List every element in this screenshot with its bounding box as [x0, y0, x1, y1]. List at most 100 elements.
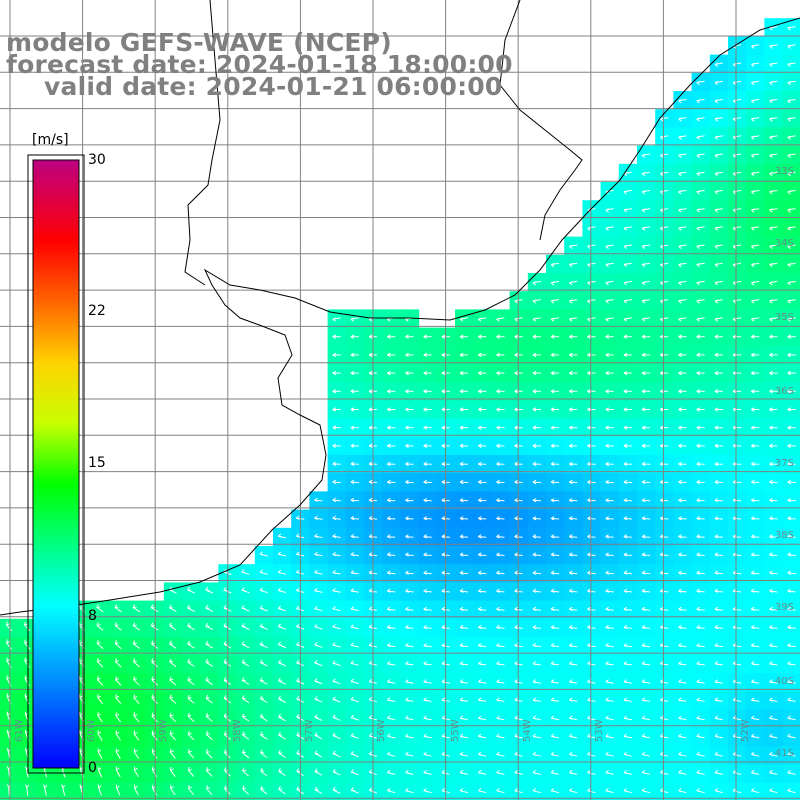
wind-arrow — [423, 751, 432, 757]
wind-arrow — [569, 516, 578, 521]
wind-arrow — [405, 788, 414, 794]
wind-arrow — [714, 588, 723, 593]
wind-arrow — [751, 661, 760, 666]
wind-arrow — [696, 117, 705, 122]
wind-arrow — [696, 606, 705, 611]
wind-arrow — [260, 749, 268, 759]
wind-arrow — [641, 171, 651, 177]
wind-arrow — [459, 715, 469, 721]
wind-arrow — [532, 624, 541, 630]
wind-arrow — [605, 624, 614, 630]
wind-arrow — [769, 80, 778, 86]
wind-arrow — [605, 407, 614, 412]
wind-arrow — [478, 661, 487, 666]
wind-arrow — [678, 479, 687, 485]
wind-arrow — [387, 606, 396, 611]
wind-arrow — [678, 317, 687, 322]
wind-arrow — [550, 299, 560, 304]
wind-arrow — [787, 661, 796, 666]
wind-arrow — [350, 515, 359, 521]
wind-arrow — [259, 677, 268, 685]
wind-arrow — [678, 262, 687, 268]
wind-arrow — [696, 370, 705, 376]
wind-arrow — [405, 479, 414, 485]
coastline-path — [0, 17, 800, 616]
wind-arrow — [314, 605, 323, 612]
wind-arrow — [623, 299, 632, 304]
wind-arrow — [605, 389, 614, 394]
wind-arrow — [387, 370, 396, 376]
wind-arrow — [605, 606, 614, 611]
wind-arrow — [496, 334, 505, 339]
lon-label: 52W — [740, 719, 751, 742]
wind-arrow — [569, 498, 578, 503]
wind-arrow — [5, 621, 13, 632]
colorbar-tick-0: 0 — [88, 760, 97, 776]
wind-arrow — [587, 443, 596, 448]
wind-arrow — [714, 262, 723, 268]
wind-arrow — [787, 280, 796, 286]
wind-arrow — [405, 425, 414, 430]
wind-arrow — [587, 461, 596, 467]
wind-arrow — [423, 570, 432, 575]
wind-arrow — [350, 552, 359, 557]
wind-arrow — [350, 407, 359, 412]
wind-arrow — [205, 694, 213, 704]
wind-arrow — [350, 443, 359, 448]
wind-arrow — [496, 769, 505, 775]
wind-arrow — [134, 784, 139, 796]
wind-arrow — [350, 389, 359, 394]
wind-arrow — [714, 135, 723, 140]
wind-arrow — [205, 731, 213, 741]
wind-arrow — [187, 622, 195, 631]
wind-arrow — [623, 552, 632, 557]
wind-arrow — [532, 606, 541, 611]
wind-arrow — [678, 570, 687, 575]
wind-arrow — [205, 586, 214, 594]
wind-arrow — [751, 733, 760, 739]
wind-arrow — [496, 407, 505, 412]
wind-arrow — [314, 768, 323, 776]
wind-arrow — [751, 208, 760, 213]
wind-arrow — [314, 714, 323, 721]
wind-arrow — [459, 461, 469, 467]
wind-arrow — [751, 751, 760, 757]
wind-arrow — [114, 640, 122, 650]
wind-arrow — [314, 750, 323, 758]
wind-arrow — [569, 280, 578, 286]
wind-arrow — [787, 62, 796, 67]
wind-arrow — [769, 62, 778, 67]
wind-arrow — [350, 425, 359, 430]
wind-arrow — [714, 189, 723, 195]
wind-arrow — [751, 280, 760, 286]
wind-arrow — [569, 788, 578, 794]
wind-arrow — [532, 334, 541, 339]
wind-arrow — [569, 570, 578, 575]
wind-arrow — [787, 117, 796, 122]
wind-arrow — [423, 788, 432, 794]
wind-arrow — [332, 461, 341, 466]
wind-arrow — [259, 623, 268, 630]
wind-arrow — [569, 552, 578, 557]
wind-arrow — [769, 317, 778, 322]
wind-arrow — [423, 389, 432, 394]
lon-label: 58W — [232, 719, 243, 742]
lat-label: 38S — [774, 530, 794, 541]
wind-arrow — [478, 788, 487, 794]
wind-arrow — [423, 733, 432, 739]
wind-arrow — [678, 498, 687, 503]
wind-arrow — [314, 533, 323, 538]
wind-arrow — [496, 624, 505, 630]
wind-arrow — [496, 389, 505, 394]
wind-arrow — [423, 661, 432, 666]
wind-arrow — [696, 352, 705, 358]
wind-arrow — [787, 80, 796, 86]
wind-arrow — [769, 679, 778, 684]
wind-arrow — [133, 658, 140, 668]
wind-arrow — [168, 604, 177, 613]
wind-arrow — [641, 516, 651, 521]
wind-arrow — [787, 534, 796, 539]
wind-arrow — [242, 731, 250, 740]
wind-arrow — [550, 262, 560, 268]
wind-arrow — [550, 534, 560, 539]
